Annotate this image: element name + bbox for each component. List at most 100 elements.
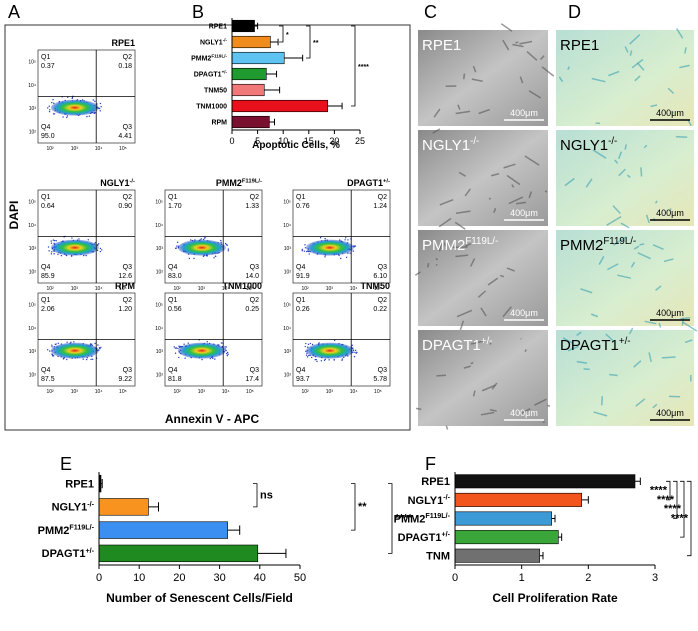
flow-event: [100, 105, 102, 108]
label-name: NGLY1: [408, 495, 444, 507]
cell: [626, 174, 631, 179]
flow-event: [48, 105, 50, 107]
x-tick-label: 10: [278, 136, 288, 146]
flow-event: [99, 102, 102, 105]
flow-event: [304, 247, 307, 249]
cell: [489, 408, 497, 412]
cell: [684, 339, 693, 344]
quadrant-value: 0.22: [373, 306, 387, 313]
cell: [478, 108, 490, 115]
flow-event: [52, 113, 55, 115]
flow-event: [227, 250, 230, 252]
flow-event: [224, 242, 227, 245]
cell: [629, 34, 641, 45]
flow-x-tick: 10⁴: [95, 146, 103, 152]
flow-event: [57, 342, 59, 344]
quadrant-value: 5.78: [373, 376, 387, 383]
quadrant-name: Q4: [168, 264, 177, 271]
label-name: RPM: [115, 281, 135, 291]
quadrant-name: Q4: [41, 367, 50, 374]
flow-event: [354, 245, 357, 247]
label-name: TNM: [426, 551, 450, 563]
label: DPAGT1+/-: [398, 531, 451, 544]
panel-label: C: [424, 2, 437, 22]
bar: [231, 35, 271, 49]
label: PMM2F119L/-: [191, 54, 227, 63]
flow-event: [94, 112, 96, 114]
cell: [445, 425, 449, 430]
label-name: PMM2: [394, 513, 426, 525]
label-superscript: F119L/-: [242, 178, 262, 184]
flow-event: [57, 253, 59, 256]
label: RPM: [211, 119, 227, 126]
scale-bar-label: 400μm: [656, 308, 684, 318]
flow-event: [66, 115, 69, 117]
label: RPE1: [209, 23, 227, 30]
flow-y-label: DAPI: [7, 201, 21, 230]
flow-event: [324, 358, 326, 361]
flow-event: [206, 255, 209, 257]
error-bar: [558, 533, 563, 541]
flow-event: [227, 353, 229, 355]
quadrant-name: Q2: [250, 297, 259, 304]
flow-event: [70, 341, 72, 344]
cell: [608, 70, 620, 77]
flow-event: [226, 244, 229, 246]
flow-event: [52, 239, 54, 241]
micrograph: [418, 130, 548, 226]
flow-x-tick: 10⁴: [222, 286, 230, 292]
cell: [614, 159, 619, 164]
flow-event: [48, 250, 50, 252]
flow-event: [354, 349, 357, 352]
flow-y-tick: 10⁴: [283, 223, 291, 229]
label-superscript: F119L/-: [211, 54, 227, 59]
label-superscript: -/-: [443, 493, 450, 501]
x-tick-label: 5: [255, 136, 260, 146]
quadrant-value: 93.7: [296, 376, 310, 383]
label: TNM50: [204, 87, 227, 94]
label: RPE1: [560, 37, 599, 54]
cell: [667, 87, 675, 95]
x-tick-label: 10: [133, 572, 145, 584]
cell: [472, 65, 477, 73]
x-tick-label: 1: [519, 572, 525, 584]
flow-x-tick: 10³: [326, 389, 334, 395]
flow-event: [190, 239, 192, 241]
quadrant-name: Q1: [296, 297, 305, 304]
label: NGLY1-/-: [200, 38, 227, 47]
significance-bracket: [279, 25, 284, 43]
cell: [675, 28, 684, 39]
flow-y-tick: 10⁴: [28, 326, 36, 332]
label-superscript: -/-: [129, 178, 135, 184]
label-superscript: F119L/-: [69, 524, 94, 532]
flow-x-tick: 10²: [302, 389, 310, 395]
cell: [679, 64, 690, 69]
label-name: DPAGT1: [42, 548, 86, 560]
label: TNM1000: [222, 281, 262, 291]
quadrant-name: Q2: [378, 297, 387, 304]
flow-event: [67, 96, 69, 98]
flow-event: [303, 250, 306, 252]
significance-bracket: [306, 25, 311, 59]
flow-event: [345, 237, 347, 239]
flow-event: [60, 254, 63, 257]
quadrant-value: 1.20: [118, 306, 132, 313]
flow-x-tick: 10³: [198, 389, 206, 395]
label-name: PMM2: [38, 525, 70, 537]
label-superscript: -/-: [223, 38, 228, 43]
flow-event: [212, 357, 214, 360]
cell: [669, 208, 672, 212]
cell: [590, 313, 599, 318]
quadrant-value: 1.33: [245, 203, 259, 210]
flow-event: [87, 239, 89, 241]
significance-label: ns: [260, 489, 273, 501]
flow-event: [328, 359, 330, 361]
flow-event: [353, 355, 356, 358]
cell: [620, 222, 630, 229]
cell: [544, 190, 548, 193]
scale-bar-label: 400μm: [656, 108, 684, 118]
flow-density: [50, 342, 99, 359]
label-name: DPAGT1: [194, 71, 222, 78]
label: RPE1: [65, 478, 94, 490]
flow-x-tick: 10²: [302, 286, 310, 292]
